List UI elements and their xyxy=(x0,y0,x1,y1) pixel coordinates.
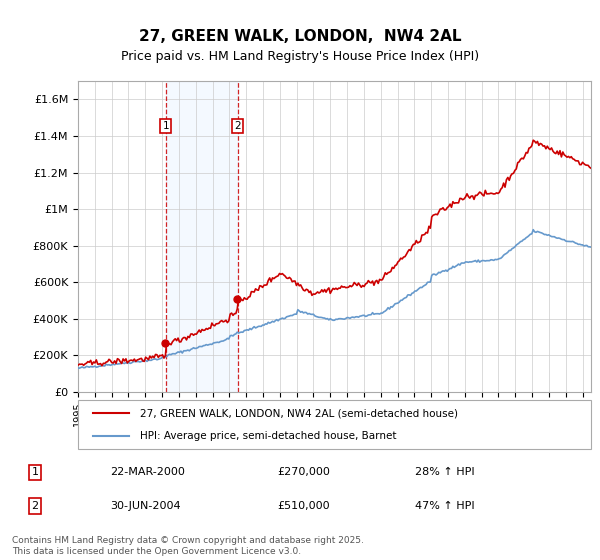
FancyBboxPatch shape xyxy=(78,400,591,449)
Text: 27, GREEN WALK, LONDON, NW4 2AL (semi-detached house): 27, GREEN WALK, LONDON, NW4 2AL (semi-de… xyxy=(140,408,458,418)
Text: Price paid vs. HM Land Registry's House Price Index (HPI): Price paid vs. HM Land Registry's House … xyxy=(121,50,479,63)
Text: 28% ↑ HPI: 28% ↑ HPI xyxy=(415,468,475,478)
Text: 22-MAR-2000: 22-MAR-2000 xyxy=(110,468,185,478)
Text: £510,000: £510,000 xyxy=(277,501,329,511)
Text: 2: 2 xyxy=(235,121,241,131)
Text: 27, GREEN WALK, LONDON,  NW4 2AL: 27, GREEN WALK, LONDON, NW4 2AL xyxy=(139,29,461,44)
Text: £270,000: £270,000 xyxy=(277,468,330,478)
Text: 47% ↑ HPI: 47% ↑ HPI xyxy=(415,501,475,511)
Text: 1: 1 xyxy=(163,121,169,131)
Text: 2: 2 xyxy=(31,501,38,511)
Text: HPI: Average price, semi-detached house, Barnet: HPI: Average price, semi-detached house,… xyxy=(140,431,396,441)
Text: 30-JUN-2004: 30-JUN-2004 xyxy=(110,501,181,511)
Text: 1: 1 xyxy=(32,468,38,478)
Bar xyxy=(166,81,238,392)
Text: Contains HM Land Registry data © Crown copyright and database right 2025.
This d: Contains HM Land Registry data © Crown c… xyxy=(12,536,364,556)
